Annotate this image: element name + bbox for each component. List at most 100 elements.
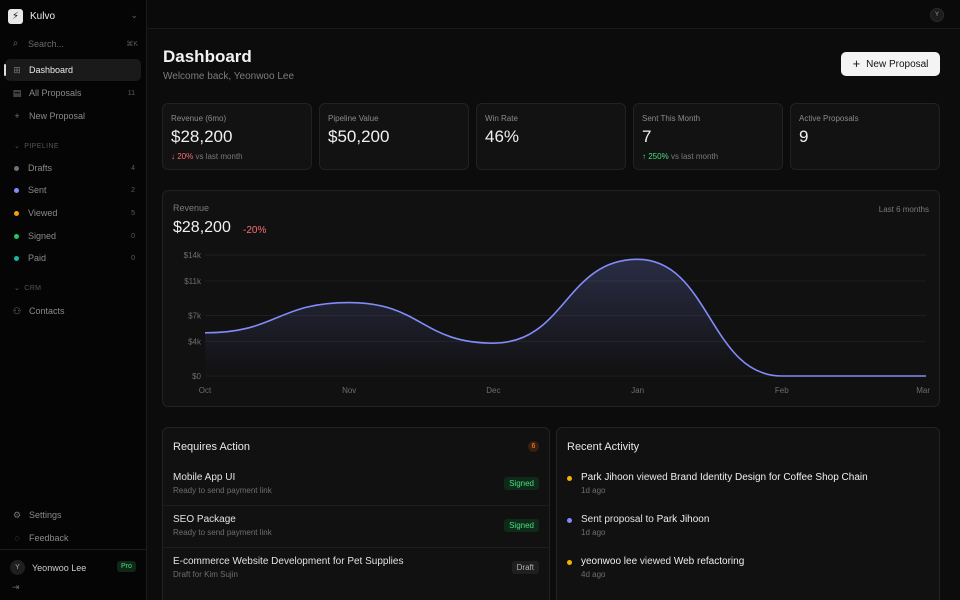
action-row[interactable]: Mobile App UI Ready to send payment link… bbox=[163, 464, 549, 506]
activity-time: 1d ago bbox=[581, 486, 606, 495]
data-point-oct bbox=[199, 327, 211, 339]
sidebar-item-label: All Proposals bbox=[29, 88, 82, 98]
status-dot-icon bbox=[14, 187, 19, 193]
sidebar-item-dashboard[interactable]: ⊞ Dashboard bbox=[4, 59, 141, 81]
chevron-down-icon: ⌄ bbox=[14, 285, 21, 292]
search-placeholder: Search... bbox=[28, 38, 65, 49]
sidebar-item-contacts[interactable]: ⚇ Contacts bbox=[5, 300, 141, 322]
section-heading: PIPELINE bbox=[24, 142, 59, 150]
stat-delta-suffix: vs last month bbox=[195, 152, 243, 161]
sidebar-item-label: Viewed bbox=[28, 208, 58, 218]
activity-row[interactable]: Park Jihoon viewed Brand Identity Design… bbox=[557, 464, 939, 506]
activity-dot-icon bbox=[567, 560, 572, 565]
sidebar-item-label: Drafts bbox=[28, 163, 53, 173]
panel-title: Requires Action bbox=[173, 441, 251, 453]
stat-label: Revenue (6mo) bbox=[171, 114, 227, 123]
x-tick-label: Feb bbox=[775, 386, 789, 395]
activity-object: Park Jihoon bbox=[656, 514, 710, 525]
sidebar-item-label: Contacts bbox=[29, 306, 65, 316]
revenue-chart: $0 $4k $7k $11k $14k Oct Nov Dec Jan Feb Mar bbox=[184, 251, 931, 395]
sidebar-item-signed[interactable]: Signed 0 bbox=[5, 225, 141, 247]
chart-range: Last 6 months bbox=[878, 205, 929, 214]
logout-icon[interactable]: ⇥ bbox=[12, 582, 20, 592]
stat-delta-value: 20% bbox=[177, 152, 194, 161]
search-shortcut: ⌘K bbox=[126, 40, 138, 48]
stat-card-revenue: Revenue (6mo) $28,200 ↓ 20% vs last mont… bbox=[162, 103, 312, 170]
sidebar-item-label: Settings bbox=[29, 510, 62, 520]
data-point-nov bbox=[343, 297, 355, 309]
stat-value: 9 bbox=[799, 127, 809, 146]
sidebar-item-sent[interactable]: Sent 2 bbox=[5, 179, 141, 201]
sidebar-item-count: 2 bbox=[131, 186, 135, 194]
section-heading: CRM bbox=[24, 284, 42, 292]
revenue-chart-card: Revenue $28,200 -20% Last 6 months $0 $4k… bbox=[162, 190, 940, 407]
activity-object: Brand Identity Design for Coffee Shop Ch… bbox=[670, 472, 868, 483]
data-point-feb bbox=[776, 370, 788, 382]
sidebar-item-label: Feedback bbox=[29, 533, 69, 543]
y-tick-label: $4k bbox=[188, 337, 202, 346]
user-menu[interactable]: Y Yeonwoo Lee Pro ⇥ bbox=[0, 549, 147, 600]
row-subtitle: Ready to send payment link bbox=[173, 528, 272, 537]
sidebar-item-count: 0 bbox=[131, 232, 135, 240]
stat-label: Active Proposals bbox=[799, 114, 859, 123]
sidebar-item-drafts[interactable]: Drafts 4 bbox=[5, 157, 141, 179]
sidebar-item-count: 0 bbox=[131, 254, 135, 262]
topbar: Y bbox=[147, 0, 960, 29]
row-subtitle: Draft for Kim Sujin bbox=[173, 570, 238, 579]
stat-delta: ↑ 250% vs last month bbox=[642, 152, 718, 161]
plan-badge: Pro bbox=[117, 561, 136, 572]
activity-text: Sent proposal to Park Jihoon bbox=[581, 514, 709, 525]
avatar[interactable]: Y bbox=[930, 8, 944, 22]
stat-delta-suffix: vs last month bbox=[670, 152, 719, 161]
activity-dot-icon bbox=[567, 518, 572, 523]
activity-text: Park Jihoon viewed Brand Identity Design… bbox=[581, 472, 868, 483]
sidebar-item-settings[interactable]: ⚙ Settings bbox=[5, 504, 141, 526]
recent-activity-panel: Recent Activity Park Jihoon viewed Brand… bbox=[556, 427, 940, 600]
activity-object: Web refactoring bbox=[673, 556, 745, 567]
sidebar-item-all-proposals[interactable]: ▤ All Proposals 11 bbox=[5, 82, 141, 104]
document-icon: ▤ bbox=[12, 87, 22, 98]
count-badge: 6 bbox=[528, 441, 539, 452]
sidebar-item-feedback[interactable]: ◌ Feedback bbox=[5, 527, 141, 549]
stat-card-active-proposals: Active Proposals 9 bbox=[790, 103, 940, 170]
chat-bubble-icon: ◌ bbox=[14, 533, 20, 543]
sidebar-item-viewed[interactable]: Viewed 5 bbox=[5, 202, 141, 224]
stat-value: $50,200 bbox=[328, 127, 390, 146]
workspace-logo-icon: ⚡ bbox=[8, 9, 23, 24]
requires-action-panel: Requires Action 6 Mobile App UI Ready to… bbox=[162, 427, 550, 600]
action-row[interactable]: SEO Package Ready to send payment link S… bbox=[163, 506, 549, 548]
revenue-line bbox=[204, 258, 926, 377]
arrow-down-icon: ↓ bbox=[171, 152, 175, 161]
workspace-name: Kulvo bbox=[30, 11, 56, 22]
page-title: Dashboard bbox=[163, 47, 252, 66]
crm-section-toggle[interactable]: ⌄ CRM bbox=[14, 284, 42, 293]
sidebar-item-paid[interactable]: Paid 0 bbox=[5, 247, 141, 269]
status-badge: Signed bbox=[504, 519, 539, 532]
data-point-dec bbox=[487, 337, 499, 349]
status-dot-icon bbox=[14, 233, 19, 239]
stat-value: 46% bbox=[485, 127, 520, 146]
sidebar-item-new-proposal[interactable]: + New Proposal bbox=[5, 105, 141, 127]
workspace-switcher[interactable]: ⚡ Kulvo ⌄ bbox=[8, 8, 140, 25]
new-proposal-label: New Proposal bbox=[866, 58, 929, 70]
x-tick-label: Nov bbox=[342, 386, 356, 395]
activity-text: yeonwoo lee viewed Web refactoring bbox=[581, 556, 744, 567]
stat-card-win-rate: Win Rate 46% bbox=[476, 103, 626, 170]
activity-row[interactable]: yeonwoo lee viewed Web refactoring 4d ag… bbox=[557, 548, 939, 590]
row-title: E-commerce Website Development for Pet S… bbox=[173, 556, 404, 567]
row-title: Mobile App UI bbox=[173, 472, 236, 483]
stat-delta: ↓ 20% vs last month bbox=[171, 152, 243, 161]
new-proposal-button[interactable]: + New Proposal bbox=[841, 52, 940, 76]
y-tick-label: $11k bbox=[184, 277, 202, 286]
sidebar-item-count: 5 bbox=[131, 209, 135, 217]
status-dot-icon bbox=[14, 210, 19, 216]
activity-action: viewed bbox=[633, 472, 671, 483]
chevron-down-icon: ⌄ bbox=[14, 143, 21, 150]
stat-label: Pipeline Value bbox=[328, 114, 379, 123]
action-row[interactable]: E-commerce Website Development for Pet S… bbox=[163, 548, 549, 590]
sidebar-item-label: Sent bbox=[28, 185, 47, 195]
pipeline-section-toggle[interactable]: ⌄ PIPELINE bbox=[14, 142, 59, 151]
activity-row[interactable]: Sent proposal to Park Jihoon 1d ago bbox=[557, 506, 939, 548]
search-input[interactable]: ⌕ Search... ⌘K bbox=[8, 35, 140, 52]
sidebar: ⚡ Kulvo ⌄ ⌕ Search... ⌘K ⊞ Dashboard ▤ A… bbox=[0, 0, 147, 600]
